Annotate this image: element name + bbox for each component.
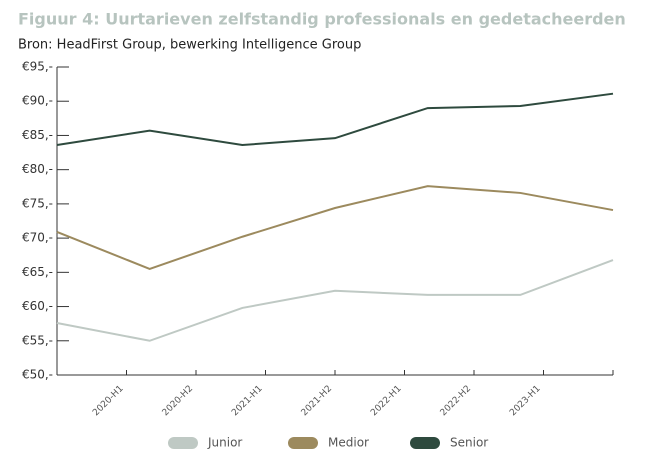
y-tick-label: €80,- [22, 162, 53, 176]
x-tick-label: 2023-H1 [508, 384, 542, 418]
y-tick-label: €85,- [22, 128, 53, 142]
x-tick-label: 2020-H2 [161, 384, 195, 418]
legend-swatch [410, 437, 440, 449]
x-tick-label: 2021-H2 [300, 384, 334, 418]
y-tick-label: €95,- [22, 60, 53, 74]
chart-title: Figuur 4: Uurtarieven zelfstandig profes… [18, 10, 626, 29]
legend-label: Senior [450, 436, 488, 450]
x-tick-label: 2022-H2 [439, 384, 473, 418]
series-line [56, 185, 614, 270]
y-tick-label: €90,- [22, 94, 53, 108]
x-tick-label: 2021-H1 [230, 384, 264, 418]
series-line [56, 92, 614, 147]
y-tick-label: €50,- [22, 368, 53, 382]
y-tick-label: €60,- [22, 299, 53, 313]
legend-label: Junior [207, 436, 242, 450]
series-line [56, 259, 614, 342]
y-tick-label: €75,- [22, 196, 53, 210]
legend-swatch [168, 437, 198, 449]
y-tick-label: €65,- [22, 265, 53, 279]
chart-subtitle: Bron: HeadFirst Group, bewerking Intelli… [18, 38, 361, 53]
x-tick-label: 2022-H1 [369, 384, 403, 418]
legend-label: Medior [328, 436, 369, 450]
x-tick-label: 2020-H1 [91, 384, 125, 418]
y-tick-label: €70,- [22, 231, 53, 245]
y-tick-label: €55,- [22, 333, 53, 347]
legend-swatch [288, 437, 318, 449]
